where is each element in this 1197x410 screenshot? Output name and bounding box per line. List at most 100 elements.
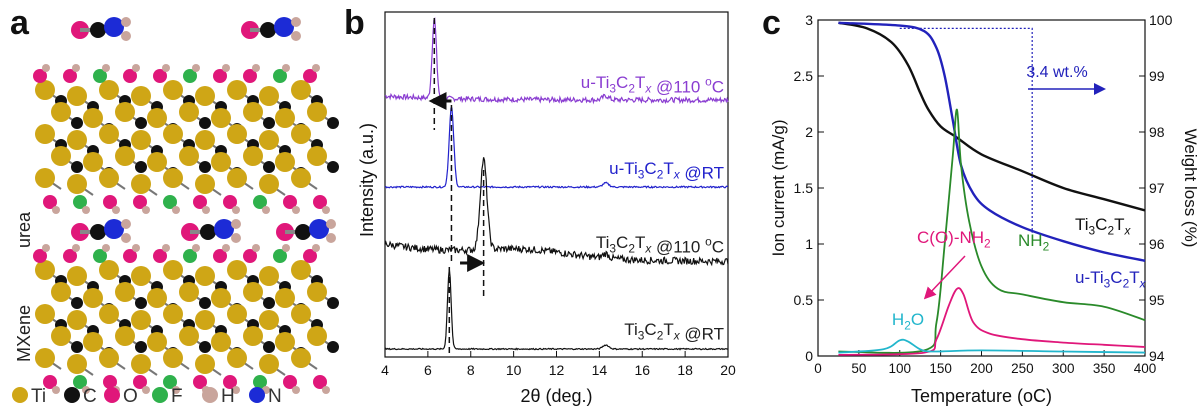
annotations: 3.4 wt.% Ti3C2Tx u-Ti3C2Tx NH2 C(O)-NH2 H2O (892, 27, 1147, 332)
y2-tick-label: 100 (1149, 12, 1173, 28)
label-urea: urea (14, 211, 34, 248)
surface-termination-atom (123, 69, 137, 83)
x-tick-label: 100 (888, 361, 911, 376)
carbon-atom (135, 297, 147, 309)
label-nh2: NH2 (1018, 231, 1050, 253)
label-h2o: H2O (892, 310, 924, 332)
surface-hydrogen-atom (192, 64, 200, 72)
titanium-atom (83, 108, 103, 128)
y2-axis-label: Weight loss (%) (1181, 129, 1197, 248)
titanium-atom (195, 310, 215, 330)
titanium-atom (67, 174, 87, 194)
titanium-atom (291, 80, 311, 100)
label-mxene: MXene (14, 305, 34, 362)
xrd-chart: 4 6 8 10 12 14 16 18 20 u-Ti3C2Tx @110 oCu-Ti3C2… (357, 11, 736, 406)
titanium-atom (115, 146, 135, 166)
surface-hydrogen-atom (72, 64, 80, 72)
titanium-atom (99, 348, 119, 368)
surface-hydrogen-atom (142, 386, 150, 394)
x-ticks: 4 6 8 10 12 14 16 18 20 (381, 351, 736, 378)
curve-nh2 (838, 108, 1146, 354)
series-label: u-Ti3C2Tx @RT (609, 159, 724, 182)
surface-termination-atom (103, 375, 117, 389)
titanium-atom (211, 332, 231, 352)
surface-hydrogen-atom (252, 64, 260, 72)
urea-nitrogen-atom (104, 17, 124, 37)
xrd-curves (384, 17, 729, 357)
titanium-atom (259, 266, 279, 286)
surface-termination-atom (213, 69, 227, 83)
x-tick-label: 16 (634, 362, 650, 378)
titanium-atom (227, 260, 247, 280)
urea-carbon-atom (90, 22, 106, 38)
surface-termination-atom (163, 375, 177, 389)
xrd-curve (384, 107, 729, 189)
urea-hydrogen-atom (121, 219, 131, 229)
surface-hydrogen-atom (312, 64, 320, 72)
titanium-atom (115, 102, 135, 122)
titanium-atom (67, 130, 87, 150)
surface-hydrogen-atom (162, 244, 170, 252)
surface-hydrogen-atom (82, 386, 90, 394)
carbon-atom (263, 341, 275, 353)
y-tick-label: 0.5 (794, 292, 814, 308)
urea-hydrogen-atom (121, 17, 131, 27)
titanium-atom (35, 348, 55, 368)
carbon-atom (71, 297, 83, 309)
titanium-atom (275, 108, 295, 128)
label-u-ti3c2tx: u-Ti3C2Tx (1075, 268, 1147, 290)
series-labels: u-Ti3C2Tx @110 oC u-Ti3C2Tx @RT Ti3C2Tx @1… (581, 73, 724, 343)
legend-ti-dot (12, 387, 28, 403)
urea-hydrogen-atom (291, 31, 301, 41)
titanium-atom (163, 124, 183, 144)
carbon-atom (327, 161, 339, 173)
y2-tick-label: 94 (1149, 348, 1165, 364)
y2-tick-label: 97 (1149, 180, 1165, 196)
surface-termination-atom (193, 195, 207, 209)
surface-hydrogen-atom (292, 206, 300, 214)
titanium-atom (179, 102, 199, 122)
carbon-atom (199, 117, 211, 129)
surface-termination-atom (243, 249, 257, 263)
surface-termination-atom (223, 375, 237, 389)
carbon-atom (199, 161, 211, 173)
legend-ti-label: Ti (31, 386, 46, 407)
titanium-atom (147, 152, 167, 172)
surface-hydrogen-atom (282, 244, 290, 252)
surface-hydrogen-atom (172, 386, 180, 394)
carbon-atom (135, 341, 147, 353)
urea-hydrogen-atom (291, 17, 301, 27)
urea-carbon-atom (295, 224, 311, 240)
surface-termination-atom (243, 69, 257, 83)
titanium-atom (195, 86, 215, 106)
surface-hydrogen-atom (322, 206, 330, 214)
titanium-atom (115, 282, 135, 302)
surface-termination-atom (73, 195, 87, 209)
curve-h2o (838, 338, 1146, 354)
weight-loss-label: 3.4 wt.% (1026, 64, 1087, 81)
legend-o-dot (104, 387, 120, 403)
titanium-atom (67, 354, 87, 374)
titanium-atom (131, 266, 151, 286)
surface-hydrogen-atom (262, 206, 270, 214)
titanium-atom (83, 152, 103, 172)
titanium-atom (211, 152, 231, 172)
carbon-atom (199, 341, 211, 353)
surface-hydrogen-atom (322, 386, 330, 394)
titanium-atom (67, 310, 87, 330)
titanium-atom (179, 282, 199, 302)
titanium-atom (291, 348, 311, 368)
surface-hydrogen-atom (102, 244, 110, 252)
surface-termination-atom (283, 375, 297, 389)
titanium-atom (259, 354, 279, 374)
titanium-atom (227, 304, 247, 324)
x-tick-label: 200 (970, 361, 993, 376)
titanium-atom (291, 304, 311, 324)
surface-hydrogen-atom (172, 206, 180, 214)
legend-n-dot (249, 387, 265, 403)
titanium-atom (291, 260, 311, 280)
y-tick-label: 2 (805, 124, 813, 140)
urea-hydrogen-atom (231, 233, 241, 243)
titanium-atom (99, 260, 119, 280)
surface-hydrogen-atom (52, 386, 60, 394)
